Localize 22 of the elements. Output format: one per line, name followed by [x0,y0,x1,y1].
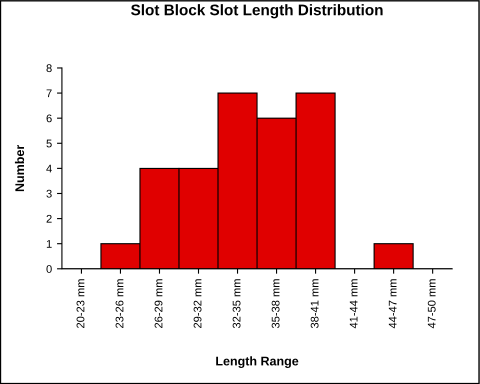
y-tick-label: 5 [46,140,52,148]
y-tick-label: 4 [46,164,52,172]
x-tick-label: 23-26 mm [116,279,124,328]
y-tick-label: 1 [46,240,52,248]
x-tick-label: 44-47 mm [388,279,396,328]
y-tick-label: 2 [46,214,52,223]
y-axis-title: Number [14,144,24,192]
x-tick-label: 47-50 mm [428,279,436,328]
chart-title: Slot Block Slot Length Distribution [131,4,383,18]
x-tick-label: 26-29 mm [154,279,162,328]
x-tick-label: 29-32 mm [194,279,202,328]
y-tick-label: 8 [46,64,52,72]
x-tick-label: 35-38 mm [272,279,280,328]
y-tick-label: 7 [46,89,52,98]
y-tick-label: 6 [46,114,52,122]
x-tick-label: 20-23 mm [76,279,84,328]
x-tick-label: 38-41 mm [310,279,319,328]
y-tick-label: 0 [46,265,52,273]
y-tick-label: 3 [46,190,52,198]
x-tick-label: 32-35 mm [232,279,241,328]
x-tick-label: 41-44 mm [350,279,358,328]
x-axis-title: Length Range [216,356,298,368]
